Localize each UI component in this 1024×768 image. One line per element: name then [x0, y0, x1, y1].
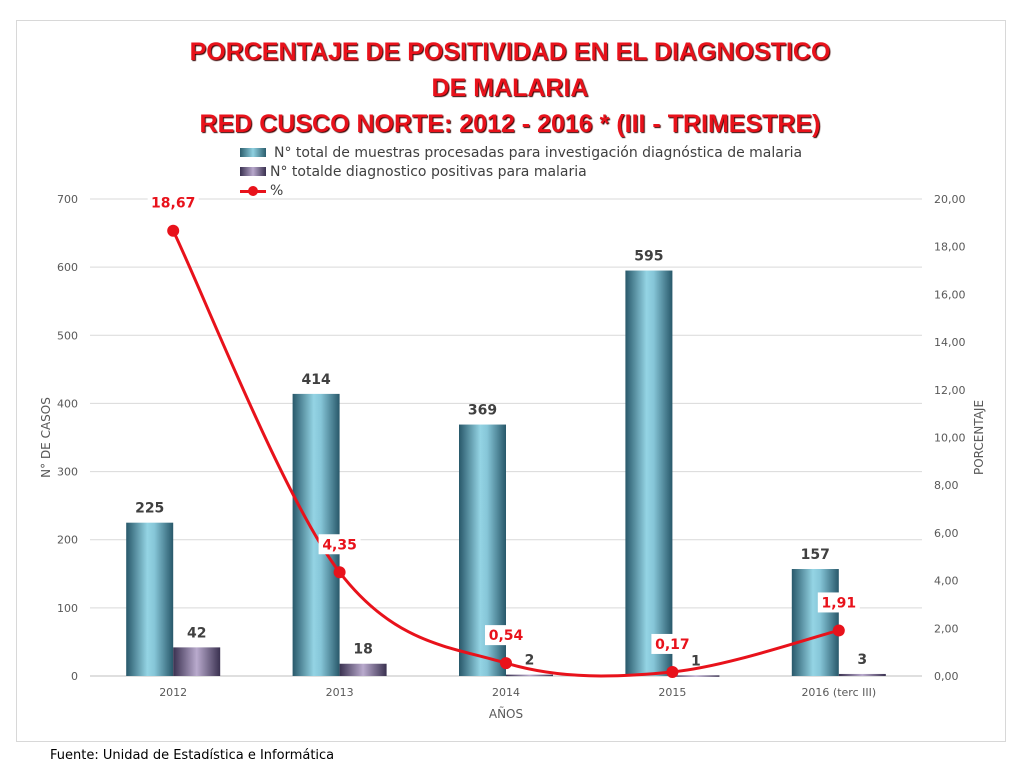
data-label-muestras: 595	[634, 249, 663, 265]
y2-tick-label: 10,00	[934, 432, 966, 445]
chart-legend: N° total de muestras procesadas para inv…	[240, 143, 802, 200]
axis-layer: 0 100 200 300 400 500 600 700 0,00 2,00 4,00 6,00 8,…	[39, 193, 986, 721]
y-tick-label: 400	[57, 397, 78, 410]
y-axis-title: N° DE CASOS	[39, 397, 53, 478]
data-label-porcentaje: 1,91	[822, 595, 857, 611]
title-line-2: DE MALARIA	[431, 74, 589, 102]
x-tick-label: 2013	[326, 686, 354, 699]
x-axis-title: AÑOS	[489, 706, 523, 721]
y-tick-label: 300	[57, 466, 78, 479]
line-layer	[167, 224, 845, 678]
y-tick-label: 0	[71, 670, 78, 683]
y2-tick-label: 14,00	[934, 336, 966, 349]
data-label-positivas: 1	[691, 653, 701, 669]
data-label-muestras: 414	[301, 372, 330, 388]
data-label-porcentaje: 18,67	[151, 196, 195, 212]
chart-title: PORCENTAJE DE POSITIVIDAD EN EL DIAGNOST…	[16, 34, 1004, 142]
legend-label-muestras: N° total de muestras procesadas para inv…	[274, 144, 803, 161]
y-tick-label: 600	[57, 261, 78, 274]
source-note: Fuente: Unidad de Estadística e Informát…	[50, 748, 335, 763]
bar-positivas	[339, 663, 387, 676]
point-porcentaje	[666, 665, 679, 678]
data-label-box-porcentaje	[485, 625, 527, 646]
y2-tick-label: 6,00	[934, 527, 959, 540]
x-tick-label: 2012	[159, 686, 187, 699]
bar-muestras	[625, 270, 673, 676]
title-line-3: RED CUSCO NORTE: 2012 - 2016 * (III - TR…	[199, 110, 821, 138]
chart-frame	[16, 20, 1006, 742]
legend-swatch-porcentaje	[240, 185, 266, 197]
bar-muestras	[126, 522, 174, 676]
data-label-porcentaje: 0,17	[655, 637, 690, 653]
data-label-positivas: 3	[857, 652, 867, 668]
y2-tick-label: 20,00	[934, 193, 966, 206]
data-label-muestras: 157	[801, 547, 830, 563]
data-label-box-porcentaje	[147, 192, 199, 213]
legend-item-muestras: N° total de muestras procesadas para inv…	[240, 143, 802, 162]
y2-tick-label: 12,00	[934, 384, 966, 397]
legend-swatch-positivas	[240, 167, 266, 176]
data-label-positivas: 2	[525, 653, 535, 669]
data-label-box-porcentaje	[318, 534, 361, 555]
x-tick-label: 2016 (terc III)	[801, 686, 876, 699]
y-tick-label: 100	[57, 602, 78, 615]
data-label-muestras: 225	[135, 501, 164, 517]
y-tick-label: 200	[57, 534, 78, 547]
y2-tick-label: 0,00	[934, 670, 959, 683]
legend-label-positivas: N° totalde diagnostico positivas para ma…	[270, 163, 587, 180]
legend-item-positivas: N° totalde diagnostico positivas para ma…	[240, 162, 802, 181]
x-tick-label: 2015	[658, 686, 686, 699]
y-tick-label: 500	[57, 329, 78, 342]
bar-muestras	[791, 569, 839, 676]
data-label-positivas: 18	[353, 642, 372, 658]
y2-tick-label: 18,00	[934, 241, 966, 254]
legend-label-porcentaje: %	[270, 182, 284, 199]
line-porcentaje	[171, 230, 840, 678]
point-porcentaje	[832, 624, 845, 637]
bar-positivas	[173, 647, 221, 676]
y2-tick-label: 2,00	[934, 622, 959, 635]
bar-positivas	[838, 673, 886, 676]
data-label-porcentaje: 0,54	[489, 628, 524, 644]
data-label-box-porcentaje	[817, 592, 860, 613]
x-tick-label: 2014	[492, 686, 520, 699]
bar-positivas	[506, 674, 553, 677]
label-layer: 225 42 414 18 369 2 595 1 157 3 18,67 4,35 0,54 0,17 1…	[135, 192, 867, 669]
legend-item-porcentaje: %	[240, 181, 802, 200]
y2-tick-label: 8,00	[934, 479, 959, 492]
y-tick-label: 700	[57, 193, 78, 206]
data-label-muestras: 369	[468, 403, 497, 419]
data-label-porcentaje: 4,35	[322, 537, 357, 553]
data-label-positivas: 42	[187, 625, 206, 641]
y2-tick-label: 16,00	[934, 288, 966, 301]
title-line-1: PORCENTAJE DE POSITIVIDAD EN EL DIAGNOST…	[189, 38, 831, 66]
bar-positivas	[672, 675, 720, 677]
data-label-box-porcentaje	[651, 633, 694, 654]
y2-tick-label: 4,00	[934, 575, 959, 588]
point-porcentaje	[500, 657, 512, 670]
y2-axis-title: PORCENTAJE	[972, 400, 986, 475]
bar-layer	[126, 270, 886, 677]
legend-swatch-muestras	[240, 148, 266, 157]
point-porcentaje	[167, 224, 180, 237]
point-porcentaje	[333, 566, 346, 579]
